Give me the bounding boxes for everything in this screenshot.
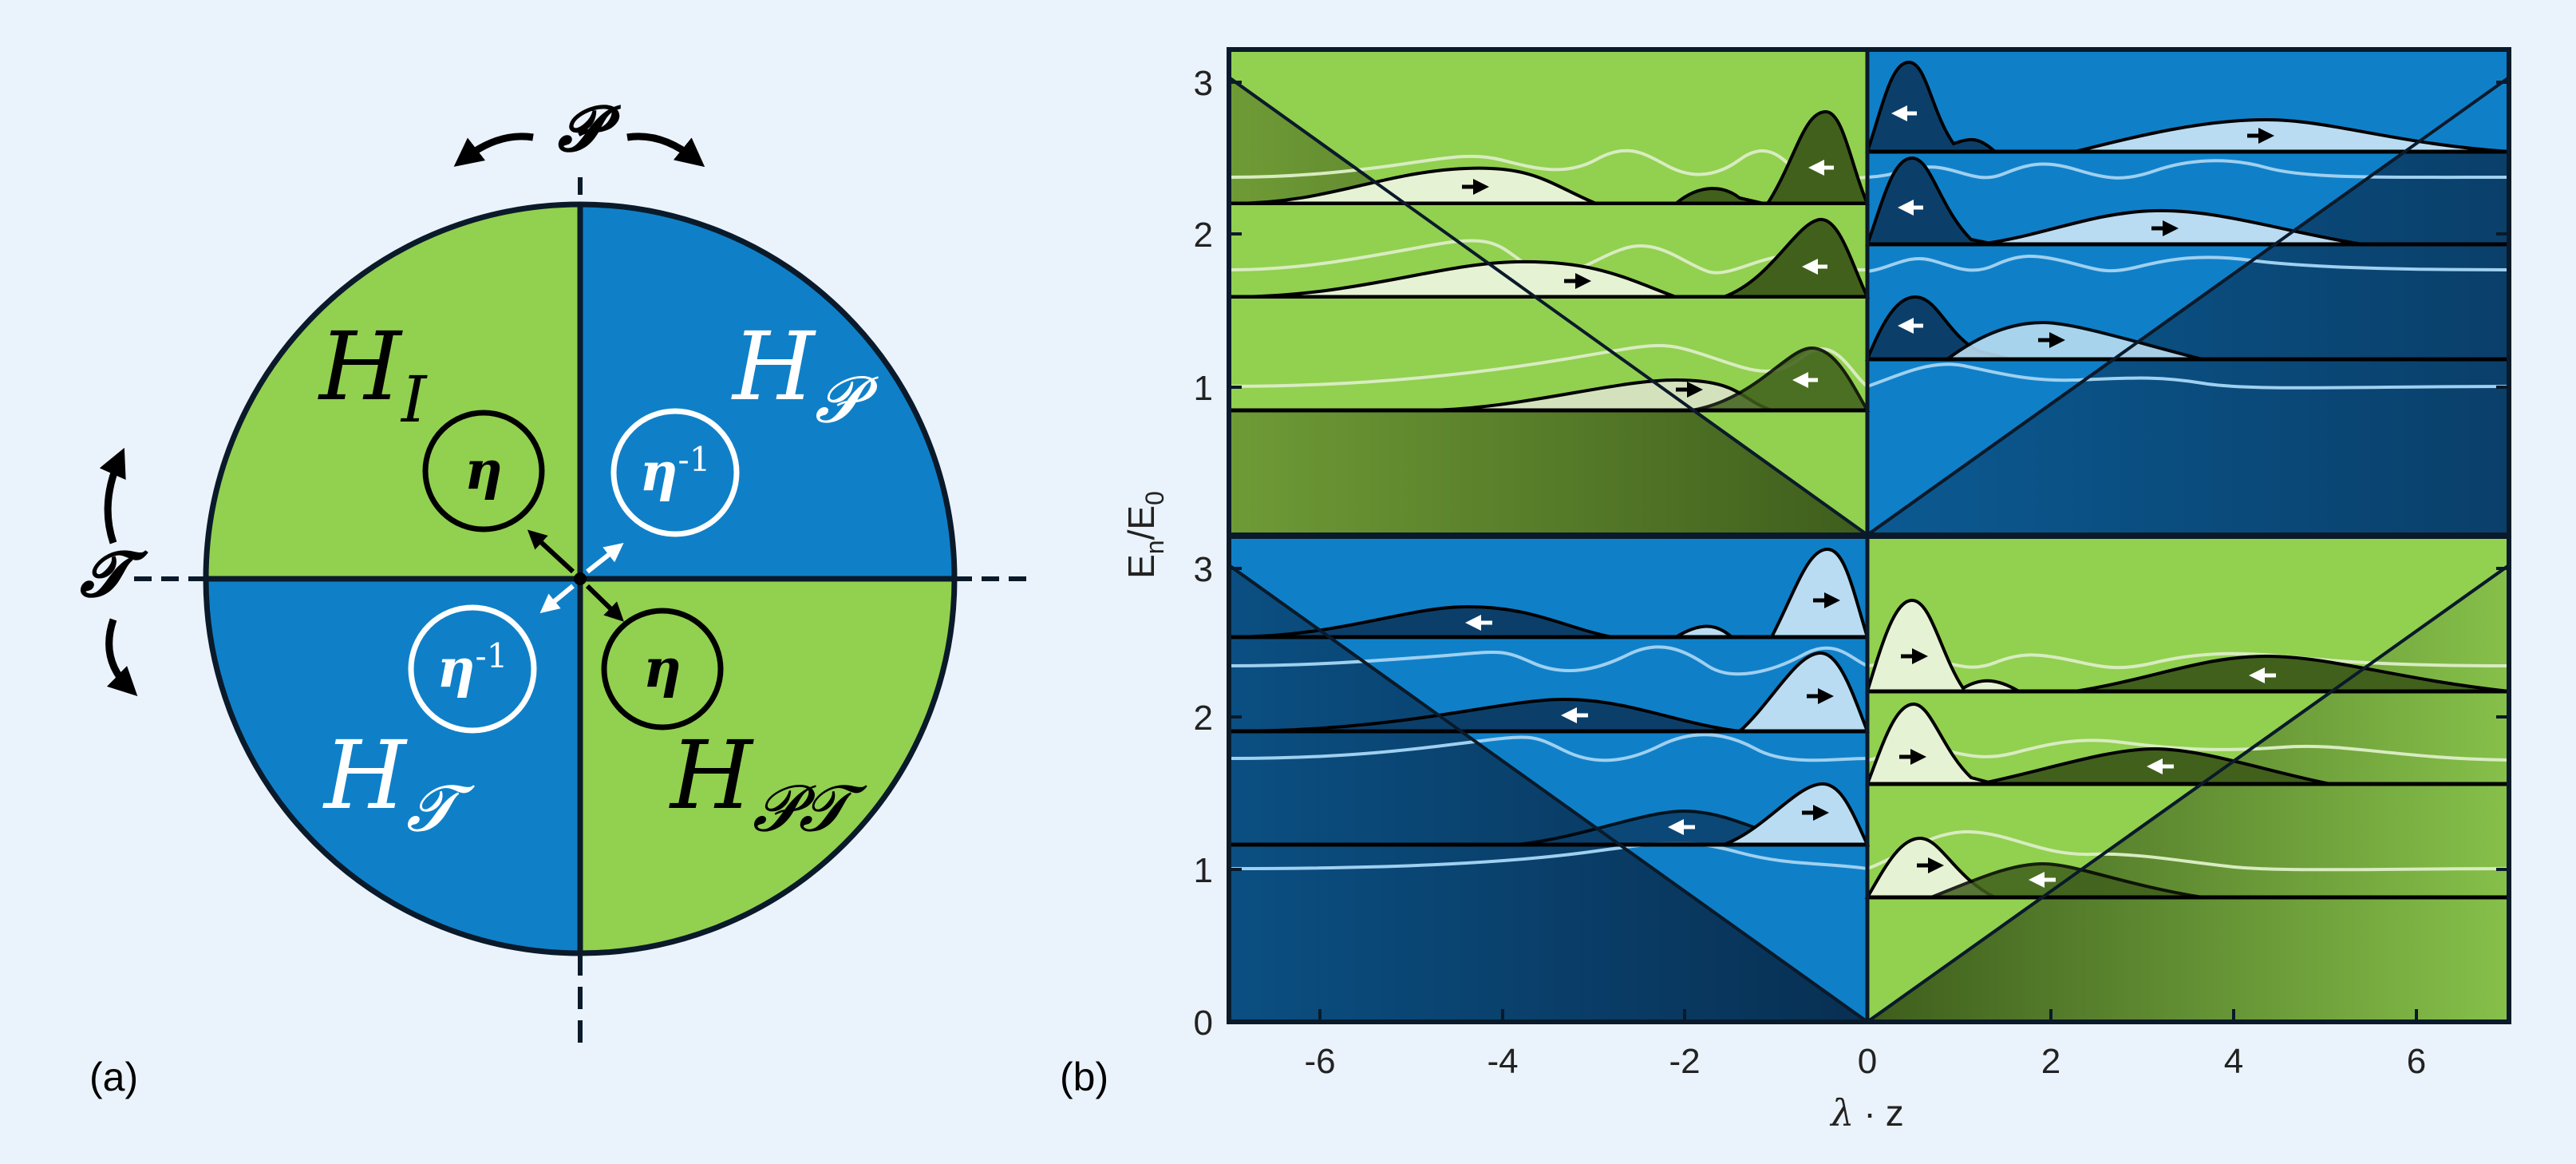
panel-a-symmetry-diagram: 𝓟 𝓣 HI H𝓟 H𝓣 H𝓟𝓣 η η-1 η-1 η (a)	[80, 93, 1029, 1099]
y-tick-label: 0	[1194, 1004, 1213, 1043]
wave-packet-left-moving	[1865, 295, 2012, 361]
center-arrow-to-eta-top-left	[527, 529, 575, 574]
wave-packet-left-moving	[1723, 217, 1871, 299]
quadrant-top-right	[580, 204, 954, 579]
eta-inverse-circle-bottom-left	[408, 604, 537, 734]
x-tick-label: -4	[1487, 1042, 1518, 1081]
panel-b-energy-plots: 1 2 3 0 1 2 3 -6 -4 -2 0 2 4 6 λ · z En/E0…	[1060, 47, 2511, 1134]
x-tick-label: 4	[2224, 1042, 2243, 1081]
wave-packet-left-moving	[1228, 697, 1740, 733]
potential-line-redraw	[1227, 76, 1869, 536]
wave-packet-left-moving	[1228, 604, 1613, 639]
y-tick-label: 2	[1194, 216, 1213, 255]
real-wave	[1867, 159, 2510, 180]
real-wave	[1228, 148, 1868, 184]
wave-packet-right-moving	[1942, 320, 2203, 361]
time-arrow-down	[105, 618, 138, 697]
quadrant-bottom-left	[206, 579, 580, 953]
center-arrow-to-eta-inverse-bottom-left	[539, 584, 575, 614]
subplot-top-right	[1865, 49, 2511, 536]
wave-packet-left-moving	[1691, 346, 1871, 412]
parity-arrow-left	[453, 133, 534, 167]
potential-line-redraw	[1866, 564, 2511, 1023]
real-wave	[1228, 733, 1868, 762]
y-axis-label: En/E0	[1120, 491, 1169, 579]
y-tick-label: 2	[1194, 699, 1213, 738]
wave-packet-right-moving	[1735, 651, 1870, 733]
x-tick-label: 0	[1858, 1042, 1877, 1081]
subplot-bottom-left	[1227, 547, 1871, 1023]
wave-packet-right-moving	[1228, 259, 1677, 299]
wave-packet-right-moving	[1865, 598, 2025, 693]
subplot-top-left	[1227, 76, 1871, 536]
time-arrow-up	[99, 447, 126, 544]
eta-circle-bottom-right	[601, 608, 724, 730]
subplot-bottom-right	[1864, 564, 2511, 1023]
real-wave	[1228, 645, 1868, 676]
x-tick-label: 2	[2041, 1042, 2060, 1081]
real-wave	[1867, 255, 2510, 273]
center-point	[574, 572, 587, 585]
real-wave	[1867, 829, 2510, 872]
center-arrow-to-eta-bottom-right	[585, 584, 624, 622]
center-arrow-to-eta-inverse-top-right	[586, 543, 624, 574]
label-H-I: HI	[318, 311, 428, 437]
eta-circle-top-left	[422, 410, 545, 533]
x-tick-marks	[1318, 1009, 2418, 1022]
panel-b-label: (b)	[1060, 1055, 1108, 1099]
eta-inverse-circle-top-right	[610, 408, 740, 537]
x-tick-label: -2	[1669, 1042, 1700, 1081]
wave-packet-left-moving	[2074, 654, 2510, 693]
eta-label-bottom-right: η	[643, 637, 682, 699]
eta-inverse-label-bottom-left: η-1	[437, 636, 508, 699]
potential-line-redraw	[1866, 76, 2511, 536]
potential-line-redraw	[1227, 564, 1869, 1023]
parity-arrow-right	[626, 133, 705, 168]
x-tick-label: -6	[1304, 1042, 1335, 1081]
wave-packet-right-moving	[2074, 117, 2510, 153]
y-tick-label: 3	[1194, 64, 1213, 103]
y-tick-label: 1	[1194, 369, 1213, 408]
wave-packet-right-moving	[1228, 166, 1597, 205]
x-axis-label: λ · z	[1829, 1091, 1903, 1134]
eta-label-top-left: η	[464, 439, 503, 501]
wave-packet-left-moving	[1671, 109, 1871, 205]
y-tick-marks	[1229, 81, 2509, 871]
wave-packet-right-moving	[1865, 702, 1996, 786]
time-reversal-symbol: 𝓣	[80, 538, 148, 611]
quadrant-bottom-right	[580, 579, 954, 953]
real-wave	[1867, 362, 2510, 390]
quadrant-top-left	[206, 204, 580, 579]
wave-packet-left-moving	[1865, 60, 2000, 153]
wave-packet-right-moving	[1723, 782, 1871, 846]
y-tick-label: 3	[1194, 550, 1213, 589]
wave-packet-left-moving	[1865, 156, 1996, 246]
x-tick-label: 6	[2407, 1042, 2426, 1081]
parity-symbol: 𝓟	[558, 93, 621, 165]
y-tick-label: 1	[1194, 851, 1213, 890]
eta-inverse-label-top-right: η-1	[640, 440, 711, 503]
panel-a-label: (a)	[89, 1055, 138, 1099]
